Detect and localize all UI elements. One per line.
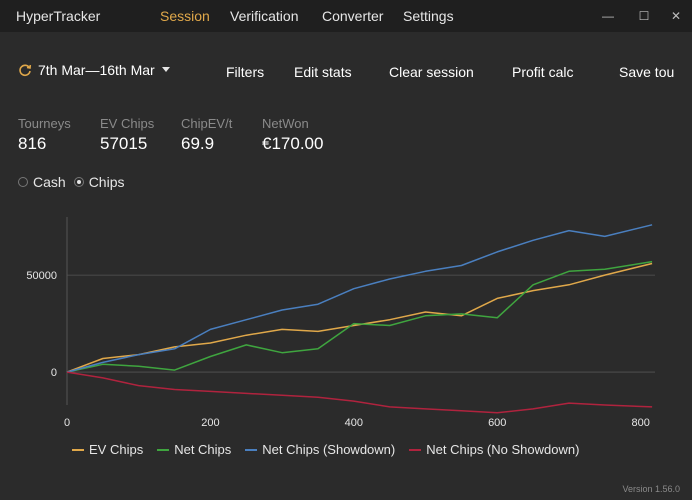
x-tick-label: 400 [345, 417, 363, 429]
series-line-net-chips-showdown [66, 224, 653, 373]
stat-label: NetWon [262, 116, 309, 131]
legend-swatch [409, 448, 422, 451]
filters-button[interactable]: Filters [226, 64, 265, 80]
edit-stats-button[interactable]: Edit stats [294, 64, 352, 80]
maximize-icon[interactable]: ☐ [638, 9, 650, 23]
stat-netwon: NetWon €170.00 [262, 116, 323, 154]
legend-item: Net Chips (Showdown) [245, 442, 395, 457]
x-tick-label: 600 [488, 417, 506, 429]
legend-label: Net Chips (No Showdown) [426, 442, 580, 457]
series-line-net-chips [66, 260, 653, 373]
legend-label: Net Chips (Showdown) [262, 442, 396, 457]
stat-value: 69.9 [181, 134, 215, 153]
stat-label: EV Chips [100, 116, 155, 131]
cash-label[interactable]: Cash [33, 174, 66, 190]
tab-converter[interactable]: Converter [322, 8, 384, 24]
refresh-icon[interactable] [18, 63, 32, 77]
legend-swatch [72, 448, 84, 451]
date-range-selector[interactable]: 7th Mar—16th Mar [18, 62, 171, 78]
minimize-icon[interactable]: — [602, 9, 614, 23]
tab-settings[interactable]: Settings [403, 8, 454, 24]
close-icon[interactable]: ✕ [670, 9, 682, 23]
stat-label: Tourneys [18, 116, 71, 131]
stat-value: 816 [18, 134, 47, 153]
x-tick-label: 800 [631, 417, 649, 429]
x-tick-label: 200 [201, 417, 219, 429]
mode-selector: Cash Chips [18, 174, 124, 190]
cash-radio[interactable]: Cash [18, 174, 66, 190]
clear-session-button[interactable]: Clear session [389, 64, 474, 80]
profit-calc-button[interactable]: Profit calc [512, 64, 574, 80]
stat-value: €170.00 [262, 134, 324, 153]
y-tick-label: 50000 [26, 270, 57, 282]
stat-tourneys: Tourneys 816 [18, 116, 71, 154]
chips-label[interactable]: Chips [88, 174, 125, 190]
legend-swatch [157, 448, 170, 451]
stat-value: 57015 [100, 134, 148, 153]
legend-label: EV Chips [89, 442, 144, 457]
legend-swatch [245, 448, 258, 451]
legend-item: Net Chips [157, 442, 231, 457]
chart-legend: EV Chips Net Chips Net Chips (Showdown) … [72, 442, 579, 457]
series-line-ev-chips [66, 262, 653, 373]
legend-label: Net Chips [174, 442, 232, 457]
title-bar: HyperTracker Session Verification Conver… [0, 0, 692, 32]
chips-radio[interactable]: Chips [73, 174, 125, 190]
x-tick-label: 0 [64, 417, 70, 429]
tab-session[interactable]: Session [160, 8, 210, 24]
legend-item: EV Chips [72, 442, 143, 457]
save-button[interactable]: Save tou [619, 64, 675, 80]
y-tick-label: 0 [51, 367, 57, 379]
series-line-net-chips-no-showdown [66, 371, 653, 414]
date-range-label[interactable]: 7th Mar—16th Mar [38, 62, 155, 78]
tab-verification[interactable]: Verification [230, 8, 299, 24]
chevron-down-icon[interactable] [161, 67, 171, 73]
toolbar: 7th Mar—16th Mar Filters Edit stats Clea… [0, 62, 692, 86]
legend-item: Net Chips (No Showdown) [409, 442, 579, 457]
stat-ev-chips: EV Chips 57015 [100, 116, 154, 154]
stat-chipev: ChipEV/t 69.9 [181, 116, 232, 154]
radio-selected-icon[interactable] [73, 177, 84, 187]
version-label: Version 1.56.0 [622, 484, 680, 494]
app-title: HyperTracker [16, 8, 101, 24]
stat-label: ChipEV/t [181, 116, 233, 131]
chips-chart: 0 50000 0 200 400 600 800 [26, 217, 655, 429]
radio-circle-icon[interactable] [18, 177, 28, 187]
